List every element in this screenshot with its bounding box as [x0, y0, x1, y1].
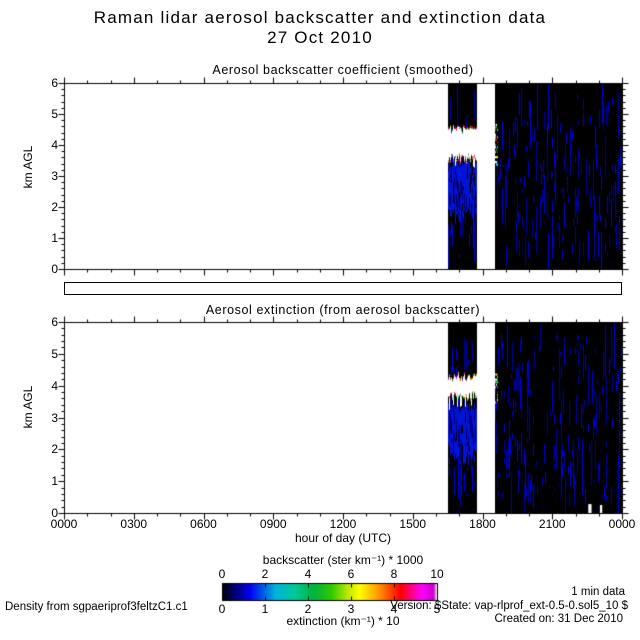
x-tick-label: 0900 — [259, 517, 287, 531]
y-tick-label: 2 — [51, 200, 58, 214]
y-tick-label: 5 — [51, 346, 58, 361]
y-tick-label: 1 — [51, 474, 58, 489]
y-tick-label: 1 — [51, 231, 58, 245]
colorbar-extinction-tick-label: 2 — [304, 602, 312, 616]
page-title: Raman lidar aerosol backscatter and exti… — [93, 8, 547, 27]
y-tick-label: 3 — [51, 410, 58, 425]
colorbar-backscatter-tick-label: 0 — [218, 567, 226, 581]
x-tick-label: 1800 — [469, 517, 496, 531]
density-source-text: Density from sgpaeriprof3feltzC1.c1 — [5, 601, 188, 613]
y-tick-label: 6 — [51, 315, 58, 329]
x-tick-label: 0300 — [120, 517, 148, 531]
y-tick-label: 0 — [51, 506, 58, 520]
y-axis-label-backscatter: km AGL — [21, 145, 35, 189]
y-tick-label: 4 — [51, 138, 58, 152]
x-tick-label: 1500 — [399, 517, 427, 531]
colorbar-backscatter-tick-label: 2 — [261, 567, 269, 581]
date-subtitle: 27 Oct 2010 — [267, 28, 373, 47]
colorbar-backscatter-tick-label: 6 — [347, 567, 355, 581]
created-on-text: Created on: 31 Dec 2010 — [494, 613, 623, 625]
colorbar-extinction-tick-label: 5 — [433, 602, 441, 616]
y-tick-label: 3 — [51, 169, 58, 183]
colorbar-bottom-label: extinction (km⁻¹) * 10 — [286, 614, 400, 628]
colorbar-extinction-tick-label: 4 — [390, 602, 398, 616]
colorbar — [222, 583, 437, 600]
backscatter-heatmap-area — [64, 83, 622, 269]
x-tick-label: 1200 — [329, 517, 357, 531]
colorbar-extinction-tick-label: 3 — [347, 602, 355, 616]
y-axis-label-extinction: km AGL — [21, 385, 35, 429]
colorbar-extinction-tick-label: 0 — [218, 602, 226, 616]
extinction-heatmap-area — [64, 322, 622, 513]
colorbar-backscatter-tick-label: 4 — [304, 567, 312, 581]
colorbar-backscatter-tick-label: 8 — [390, 567, 398, 581]
colorbar-top-label: backscatter (ster km⁻¹) * 1000 — [262, 553, 424, 567]
x-axis-label: hour of day (UTC) — [294, 531, 392, 545]
extinction-panel-title: Aerosol extinction (from aerosol backsca… — [205, 303, 481, 317]
y-tick-label: 4 — [51, 378, 58, 393]
data-rate-text: 1 min data — [571, 586, 625, 598]
x-tick-label: 2100 — [538, 517, 566, 531]
colorbar-extinction-tick-label: 1 — [261, 602, 269, 616]
y-tick-label: 0 — [51, 262, 58, 276]
y-tick-label: 6 — [51, 76, 58, 90]
x-tick-label: 0600 — [190, 517, 217, 531]
backscatter-panel-title: Aerosol backscatter coefficient (smoothe… — [212, 63, 474, 77]
y-tick-label: 2 — [51, 442, 58, 457]
flag-bar — [64, 282, 622, 295]
colorbar-backscatter-tick-label: 10 — [430, 567, 444, 581]
version-text: Version: $State: vap-rlprof_ext-0.5-0.so… — [390, 600, 628, 612]
y-tick-label: 5 — [51, 107, 58, 121]
x-tick-label: 0000 — [50, 517, 78, 531]
x-tick-label: 0000 — [608, 517, 636, 531]
